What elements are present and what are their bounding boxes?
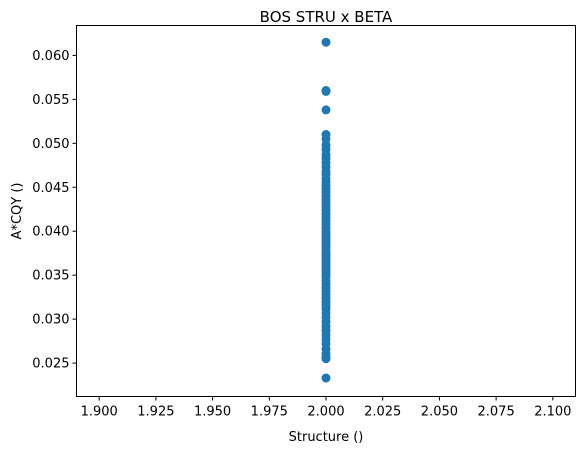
x-tick-label: 2.075: [478, 405, 515, 420]
y-tick-label: 0.060: [32, 49, 69, 64]
y-axis-ticks: 0.025 0.030 0.035 0.040 0.045 0.050 0.055 0.060: [32, 49, 77, 372]
y-tick-label: 0.035: [32, 269, 69, 284]
data-point: [321, 134, 331, 144]
y-axis-label: A*CQY (): [10, 183, 25, 240]
y-tick-label: 0.045: [32, 181, 69, 196]
x-tick-label: 1.975: [251, 405, 288, 420]
x-tick-label: 1.900: [81, 405, 118, 420]
x-tick-label: 1.925: [137, 405, 174, 420]
chart-title: BOS STRU x BETA: [260, 8, 393, 26]
x-tick-label: 1.950: [194, 405, 231, 420]
plot-frame: [76, 25, 576, 397]
data-point: [321, 86, 331, 96]
x-axis-ticks: 1.900 1.925 1.950 1.975 2.000 2.025 2.050 2.075…: [81, 396, 571, 420]
data-point: [321, 37, 331, 47]
data-points: [321, 37, 331, 383]
x-tick-label: 2.025: [364, 405, 401, 420]
data-point: [321, 105, 331, 115]
data-point: [321, 373, 331, 383]
x-tick-label: 2.100: [534, 405, 571, 420]
y-tick-label: 0.050: [32, 137, 69, 152]
y-tick-label: 0.025: [32, 357, 69, 372]
y-tick-label: 0.040: [32, 225, 69, 240]
x-tick-label: 2.000: [307, 405, 344, 420]
x-axis-label: Structure (): [289, 430, 364, 445]
x-tick-label: 2.050: [421, 405, 458, 420]
data-point: [321, 354, 331, 364]
y-tick-label: 0.055: [32, 93, 69, 108]
y-tick-label: 0.030: [32, 313, 69, 328]
